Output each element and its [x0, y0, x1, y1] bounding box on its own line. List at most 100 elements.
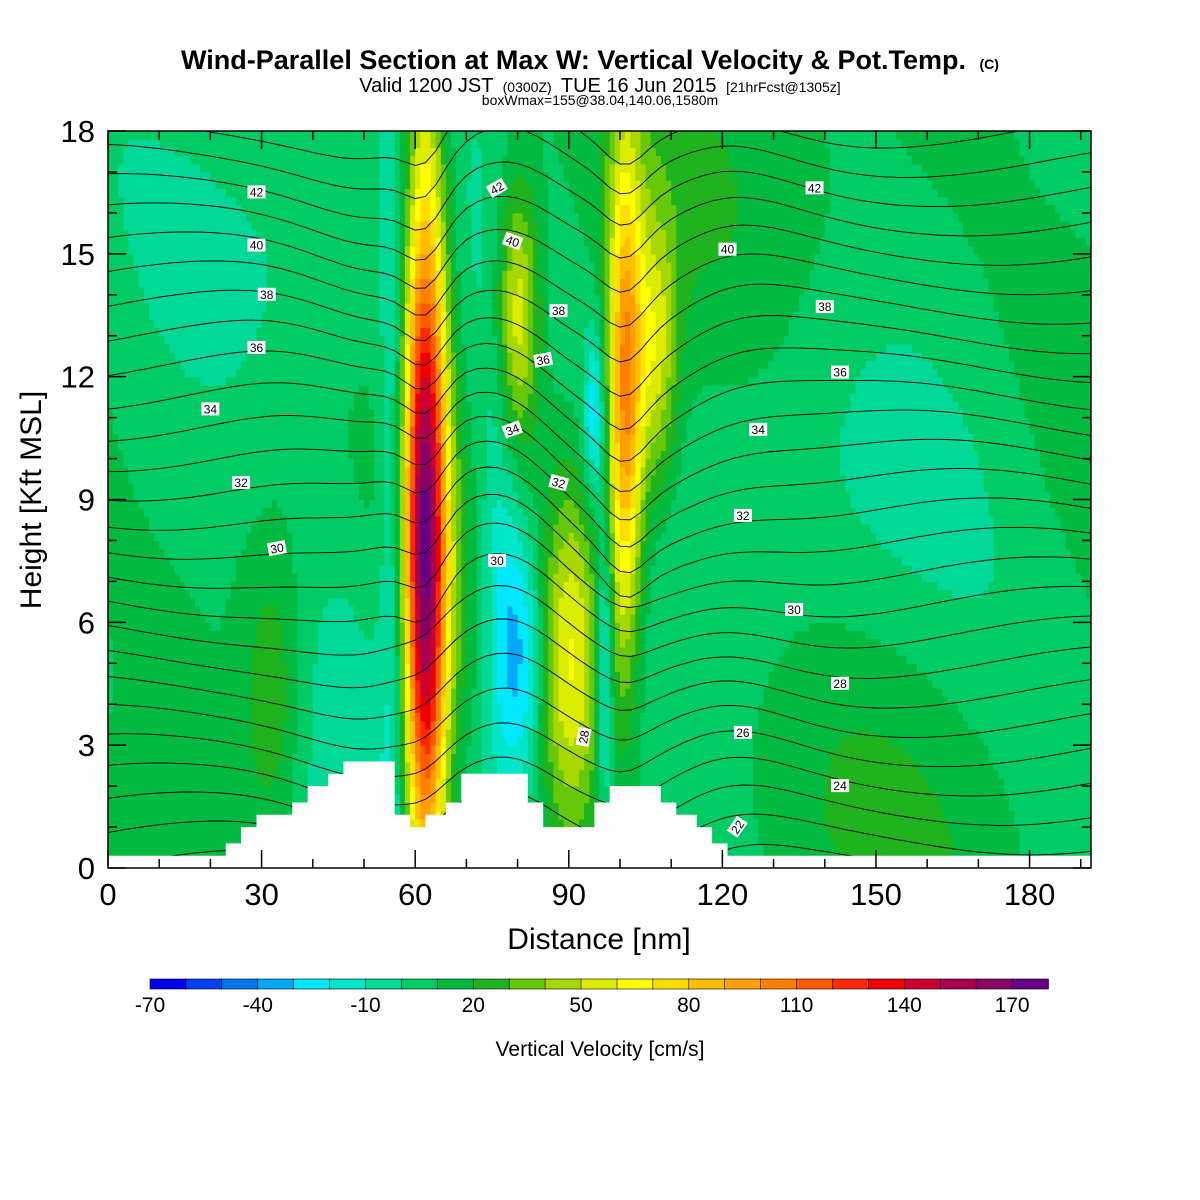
velocity-cell	[184, 343, 191, 353]
velocity-cell	[205, 458, 211, 468]
velocity-cell	[179, 450, 186, 460]
velocity-cell	[143, 712, 150, 722]
velocity-cell	[128, 458, 135, 468]
velocity-cell	[246, 409, 252, 419]
velocity-cell	[159, 679, 165, 689]
velocity-cell	[179, 360, 186, 370]
velocity-cell	[154, 597, 160, 607]
velocity-cell	[118, 777, 124, 787]
velocity-cell	[149, 450, 155, 460]
velocity-cell	[384, 474, 391, 484]
velocity-cell	[205, 335, 211, 345]
velocity-cell	[292, 573, 298, 582]
velocity-cell	[108, 737, 114, 746]
velocity-cell	[169, 704, 176, 713]
velocity-cell	[143, 434, 150, 443]
velocity-cell	[225, 450, 232, 460]
velocity-cell	[374, 229, 380, 239]
velocity-cell	[220, 687, 227, 697]
velocity-cell	[287, 335, 293, 345]
velocity-cell	[261, 524, 268, 533]
velocity-cell	[323, 253, 329, 263]
velocity-cell	[230, 409, 237, 419]
velocity-cell	[343, 303, 350, 312]
velocity-cell	[251, 515, 258, 525]
velocity-cell	[184, 311, 191, 320]
velocity-cell	[108, 614, 114, 623]
velocity-cell	[251, 434, 258, 443]
velocity-cell	[358, 278, 365, 288]
velocity-cell	[220, 745, 227, 754]
velocity-cell	[271, 769, 278, 779]
velocity-cell	[323, 319, 329, 329]
velocity-cell	[128, 728, 135, 738]
velocity-cell	[128, 409, 135, 419]
velocity-cell	[271, 704, 278, 713]
velocity-cell	[164, 343, 170, 353]
velocity-cell	[149, 401, 155, 410]
velocity-cell	[369, 327, 375, 337]
velocity-cell	[379, 687, 385, 697]
velocity-cell	[225, 245, 232, 255]
velocity-cell	[154, 393, 160, 402]
velocity-cell	[210, 163, 217, 173]
velocity-cell	[307, 761, 314, 771]
velocity-cell	[256, 278, 263, 288]
velocity-cell	[220, 384, 227, 394]
velocity-cell	[358, 147, 365, 157]
velocity-cell	[292, 720, 298, 730]
velocity-cell	[184, 409, 191, 419]
velocity-cell	[184, 483, 191, 492]
velocity-cell	[384, 655, 391, 664]
velocity-cell	[266, 622, 273, 632]
velocity-cell	[348, 491, 355, 501]
velocity-cell	[184, 458, 191, 468]
velocity-cell	[323, 728, 329, 738]
velocity-cell	[138, 163, 145, 173]
velocity-cell	[297, 720, 304, 730]
velocity-cell	[230, 614, 237, 623]
velocity-cell	[384, 737, 391, 746]
velocity-cell	[200, 679, 206, 689]
velocity-cell	[236, 409, 242, 419]
velocity-cell	[236, 376, 242, 386]
velocity-cell	[333, 237, 339, 247]
velocity-cell	[312, 278, 319, 288]
velocity-cell	[328, 204, 334, 214]
velocity-cell	[333, 352, 339, 361]
velocity-cell	[384, 728, 391, 738]
velocity-cell	[164, 515, 170, 525]
velocity-cell	[287, 655, 293, 664]
velocity-cell	[353, 679, 360, 689]
velocity-cell	[307, 491, 314, 501]
velocity-cell	[108, 188, 114, 198]
velocity-cell	[184, 245, 191, 255]
velocity-cell	[333, 597, 339, 607]
velocity-cell	[256, 597, 263, 607]
velocity-cell	[154, 188, 160, 198]
velocity-cell	[317, 565, 324, 574]
velocity-cell	[287, 196, 293, 206]
velocity-cell	[123, 376, 130, 386]
velocity-cell	[154, 753, 160, 763]
velocity-cell	[230, 638, 237, 648]
velocity-cell	[287, 524, 293, 533]
velocity-cell	[328, 753, 334, 763]
velocity-cell	[236, 229, 242, 239]
velocity-cell	[323, 221, 329, 230]
velocity-cell	[230, 679, 237, 689]
velocity-cell	[338, 761, 345, 771]
velocity-cell	[353, 671, 360, 681]
velocity-cell	[159, 360, 165, 370]
velocity-cell	[108, 458, 114, 468]
velocity-cell	[348, 294, 355, 304]
velocity-cell	[195, 474, 201, 484]
velocity-cell	[307, 679, 314, 689]
velocity-cell	[297, 303, 304, 312]
velocity-cell	[353, 270, 360, 279]
velocity-cell	[133, 802, 140, 812]
velocity-cell	[297, 769, 304, 779]
velocity-cell	[189, 810, 196, 820]
velocity-cell	[302, 303, 309, 312]
velocity-cell	[297, 319, 304, 329]
